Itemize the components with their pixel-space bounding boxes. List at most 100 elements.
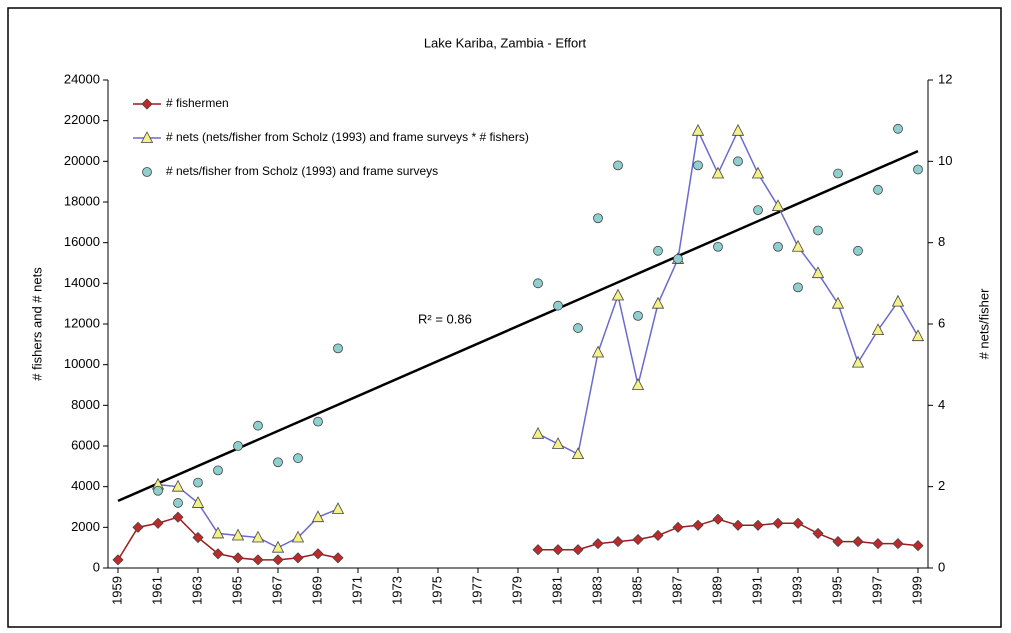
marker <box>612 536 624 548</box>
marker <box>553 300 563 311</box>
marker <box>211 526 225 539</box>
marker <box>731 123 745 136</box>
marker <box>892 538 904 550</box>
y-tick-label: 2000 <box>71 519 100 534</box>
x-tick-label: 1971 <box>349 576 364 605</box>
marker <box>152 517 164 529</box>
marker <box>693 160 703 171</box>
y-tick-label: 0 <box>93 559 100 574</box>
y2-tick-label: 12 <box>938 71 952 86</box>
marker <box>132 521 144 533</box>
x-tick-label: 1967 <box>269 576 284 605</box>
marker <box>253 420 263 431</box>
x-tick-label: 1997 <box>869 576 884 605</box>
y-axis-label: # fishers and # nets <box>29 267 44 381</box>
x-tick-label: 1973 <box>389 576 404 605</box>
marker <box>571 447 585 460</box>
marker <box>851 355 865 368</box>
marker <box>112 554 124 566</box>
marker <box>172 511 184 523</box>
y-tick-label: 12000 <box>64 315 100 330</box>
marker <box>753 205 763 216</box>
marker <box>191 496 205 508</box>
y2-tick-label: 4 <box>938 397 945 412</box>
marker <box>613 160 623 171</box>
marker <box>811 266 825 279</box>
marker <box>791 239 805 252</box>
marker <box>692 519 704 531</box>
marker <box>893 123 903 134</box>
marker <box>233 441 243 451</box>
marker <box>732 519 744 531</box>
marker <box>251 530 265 543</box>
marker <box>772 517 784 529</box>
marker <box>833 168 843 179</box>
y-tick-label: 10000 <box>64 356 100 371</box>
marker <box>193 477 203 488</box>
marker <box>531 426 545 439</box>
marker <box>333 343 343 354</box>
y-tick-label: 4000 <box>71 478 100 493</box>
marker <box>673 254 683 264</box>
x-tick-label: 1999 <box>909 576 924 605</box>
marker <box>891 294 905 307</box>
marker <box>792 517 804 529</box>
marker <box>691 123 705 136</box>
x-tick-label: 1995 <box>829 576 844 605</box>
marker <box>313 416 323 427</box>
y-tick-label: 16000 <box>64 234 100 249</box>
marker <box>913 164 923 175</box>
marker <box>672 521 684 533</box>
y-tick-label: 18000 <box>64 193 100 208</box>
marker <box>853 245 863 256</box>
x-tick-label: 1961 <box>149 576 164 605</box>
marker <box>593 213 603 224</box>
marker <box>852 536 864 548</box>
marker <box>141 98 153 110</box>
x-tick-label: 1989 <box>709 576 724 605</box>
marker <box>292 552 304 564</box>
series-line <box>157 128 919 549</box>
y2-tick-label: 10 <box>938 153 952 168</box>
marker <box>140 131 154 143</box>
y-tick-label: 24000 <box>64 71 100 86</box>
marker <box>911 329 925 342</box>
x-tick-label: 1985 <box>629 576 644 605</box>
marker <box>532 544 544 556</box>
x-tick-label: 1969 <box>309 576 324 605</box>
marker <box>231 528 245 541</box>
marker <box>751 166 765 179</box>
marker <box>832 536 844 548</box>
marker <box>173 498 183 508</box>
x-tick-label: 1963 <box>189 576 204 605</box>
chart-frame <box>7 7 1002 628</box>
marker <box>331 502 345 514</box>
marker <box>293 453 303 464</box>
x-tick-label: 1979 <box>509 576 524 605</box>
marker <box>871 323 885 335</box>
marker <box>213 465 223 476</box>
marker <box>271 540 285 553</box>
y2-tick-label: 2 <box>938 478 945 493</box>
chart-title: Lake Kariba, Zambia - Effort <box>424 35 587 50</box>
marker <box>232 552 244 564</box>
x-tick-label: 1983 <box>589 576 604 605</box>
y2-tick-label: 6 <box>938 315 945 330</box>
marker <box>831 296 845 309</box>
y-tick-label: 20000 <box>64 153 100 168</box>
marker <box>171 479 185 492</box>
marker <box>252 554 264 566</box>
annotation: R² = 0.86 <box>418 311 472 326</box>
y2-tick-label: 0 <box>938 559 945 574</box>
marker <box>652 529 664 542</box>
marker <box>533 278 543 289</box>
marker <box>711 166 725 179</box>
marker <box>572 544 584 556</box>
trendline <box>117 150 919 503</box>
legend-label: # fishermen <box>166 96 229 110</box>
marker <box>192 531 204 544</box>
marker <box>872 538 884 550</box>
marker <box>142 167 152 177</box>
marker <box>551 437 565 449</box>
